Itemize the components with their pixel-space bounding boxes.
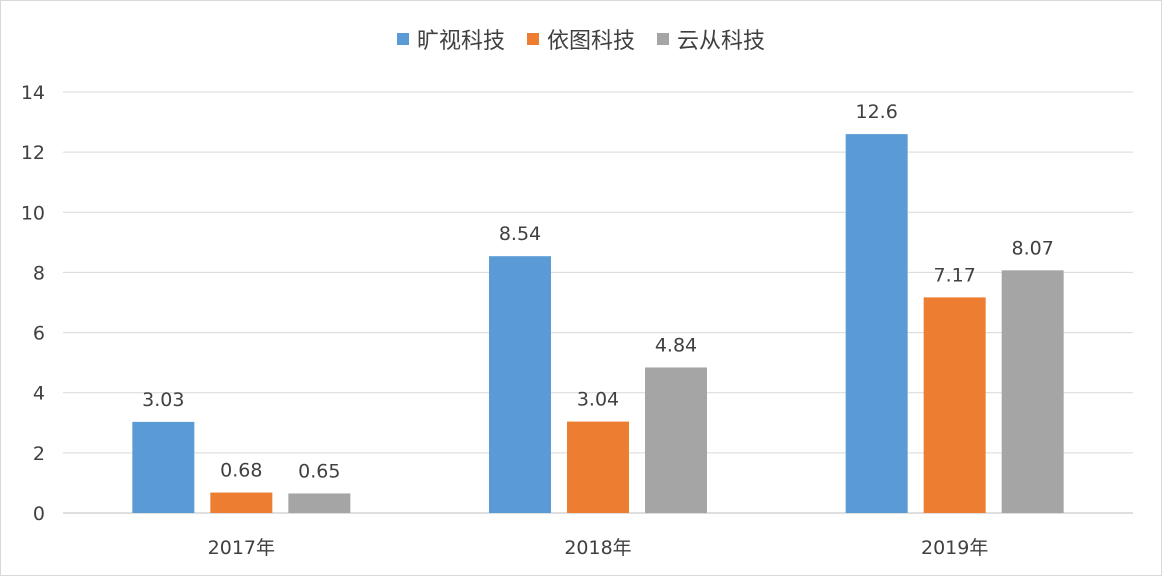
x-tick-label: 2018年 bbox=[564, 537, 631, 559]
legend-label: 云从科技 bbox=[677, 29, 766, 54]
y-tick-label: 6 bbox=[33, 323, 45, 345]
data-label: 0.65 bbox=[298, 460, 340, 482]
bar bbox=[1001, 270, 1064, 513]
legend-swatch bbox=[657, 33, 669, 45]
legend-swatch bbox=[526, 33, 539, 45]
x-tick-label: 2019年 bbox=[921, 537, 988, 559]
bar bbox=[645, 367, 707, 513]
bar bbox=[210, 492, 273, 513]
y-tick-label: 10 bbox=[21, 202, 45, 224]
bar bbox=[923, 297, 986, 513]
data-label: 8.07 bbox=[1012, 237, 1054, 259]
legend-item-series-2: 依图科技 bbox=[526, 23, 635, 55]
bar bbox=[132, 421, 195, 513]
data-label: 3.04 bbox=[577, 389, 619, 411]
bar bbox=[567, 421, 629, 513]
legend: 旷视科技 依图科技 云从科技 bbox=[1, 23, 1161, 55]
bar bbox=[489, 256, 551, 513]
legend-label: 旷视科技 bbox=[416, 29, 505, 54]
legend-item-series-1: 旷视科技 bbox=[396, 23, 505, 55]
bar bbox=[288, 493, 351, 513]
data-label: 4.84 bbox=[655, 334, 697, 356]
data-label: 7.17 bbox=[934, 264, 976, 286]
y-tick-label: 2 bbox=[33, 443, 45, 465]
x-tick-label: 2017年 bbox=[208, 537, 275, 559]
data-label: 3.03 bbox=[142, 389, 184, 411]
legend-label: 依图科技 bbox=[546, 29, 635, 54]
data-label: 12.6 bbox=[856, 101, 898, 123]
data-label: 0.68 bbox=[220, 460, 262, 482]
legend-item-series-3: 云从科技 bbox=[657, 23, 765, 55]
y-tick-label: 14 bbox=[21, 82, 45, 104]
y-tick-label: 4 bbox=[33, 383, 45, 405]
data-label: 8.54 bbox=[499, 223, 541, 245]
y-tick-label: 12 bbox=[21, 142, 45, 164]
legend-swatch bbox=[396, 33, 409, 45]
y-tick-label: 8 bbox=[33, 262, 45, 284]
y-tick-label: 0 bbox=[33, 503, 45, 525]
bar bbox=[845, 134, 908, 513]
